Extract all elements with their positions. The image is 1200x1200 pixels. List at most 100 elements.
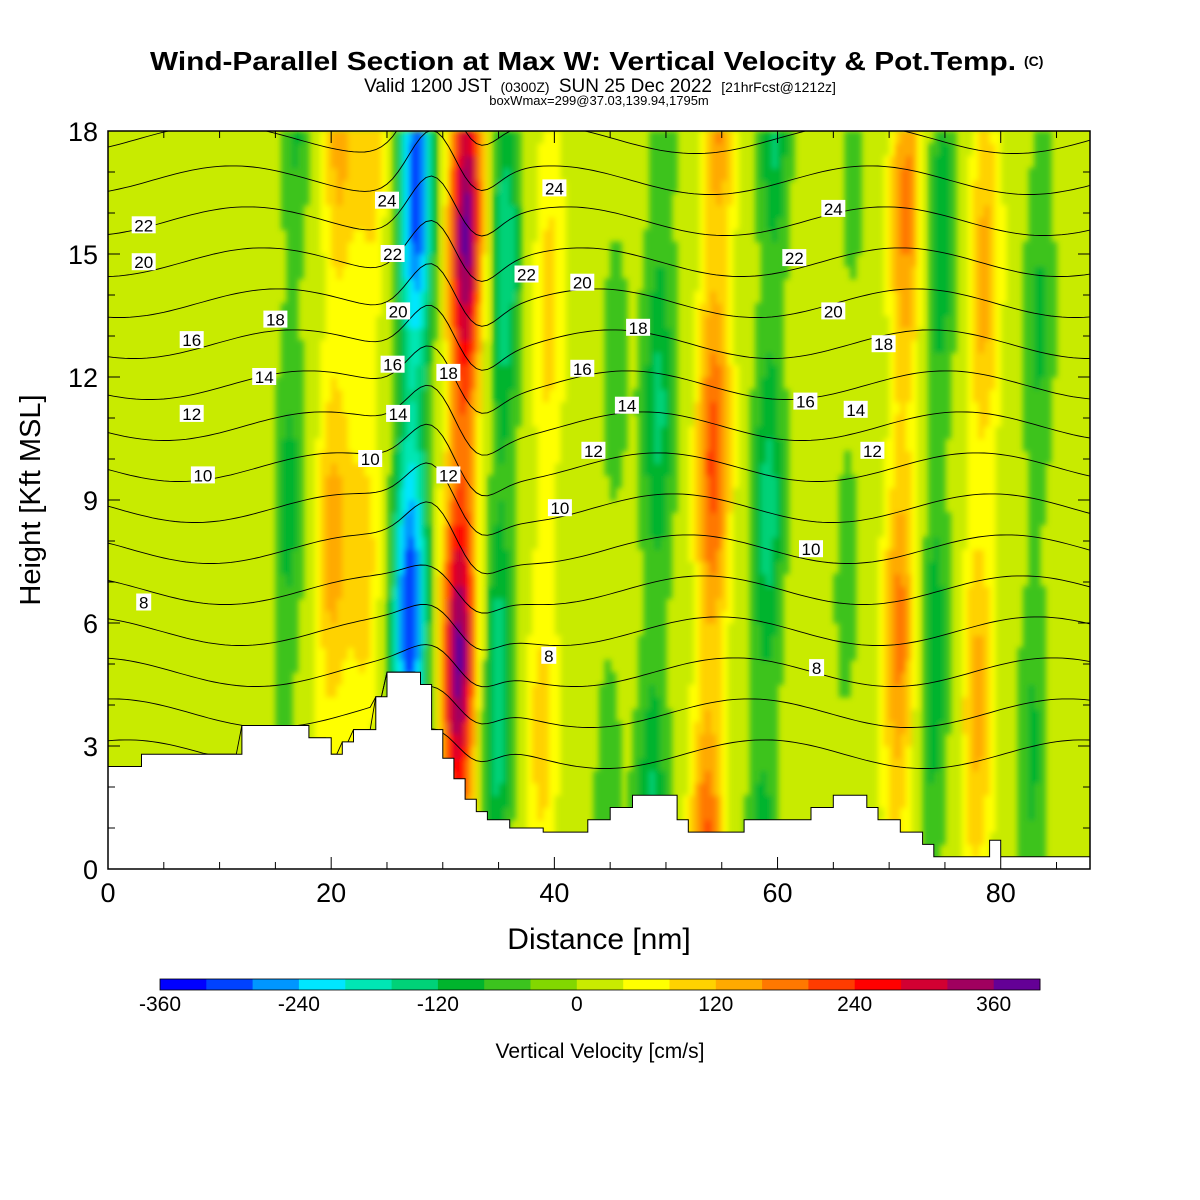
w-cell — [481, 278, 488, 292]
w-cell — [917, 204, 924, 218]
w-cell — [939, 303, 946, 317]
w-cell — [978, 229, 985, 243]
w-cell — [320, 389, 327, 403]
w-cell — [933, 598, 940, 612]
w-cell — [989, 290, 996, 304]
w-cell — [660, 278, 667, 292]
w-cell — [967, 254, 974, 267]
w-cell — [370, 438, 377, 452]
w-cell — [777, 438, 784, 452]
w-cell — [878, 598, 885, 612]
w-cell — [359, 340, 366, 353]
w-cell — [459, 426, 466, 440]
w-cell — [409, 647, 416, 661]
w-cell — [314, 463, 321, 476]
w-cell — [532, 352, 539, 366]
w-cell — [487, 684, 494, 698]
w-cell — [693, 290, 701, 304]
w-cell — [442, 487, 449, 501]
w-cell — [989, 500, 996, 513]
w-cell — [760, 217, 767, 230]
w-cell — [721, 204, 728, 218]
w-cell — [459, 352, 466, 366]
w-cell — [666, 217, 673, 230]
w-cell — [559, 217, 567, 230]
w-cell — [710, 204, 717, 218]
w-cell — [359, 315, 366, 329]
w-cell — [487, 500, 494, 513]
w-cell — [353, 450, 360, 464]
w-cell — [275, 684, 282, 698]
w-cell — [403, 254, 410, 267]
w-cell — [760, 746, 767, 759]
w-cell — [465, 721, 472, 735]
w-cell — [850, 192, 857, 206]
w-cell — [554, 696, 561, 710]
w-cell — [331, 696, 338, 710]
w-cell — [705, 512, 712, 526]
w-cell — [760, 278, 767, 292]
w-cell — [944, 352, 952, 366]
w-cell — [699, 377, 706, 390]
w-cell — [504, 389, 511, 403]
w-cell — [532, 819, 539, 833]
w-cell — [972, 536, 979, 550]
w-cell — [772, 610, 779, 624]
w-cell — [342, 167, 349, 181]
w-cell — [777, 254, 784, 267]
w-cell — [716, 524, 723, 538]
w-cell — [325, 647, 332, 661]
w-cell — [331, 684, 338, 698]
w-cell — [682, 795, 689, 809]
w-cell — [972, 290, 979, 304]
w-cell — [705, 340, 712, 353]
w-cell — [336, 131, 343, 144]
w-cell — [922, 561, 929, 575]
w-cell — [453, 303, 461, 317]
w-cell — [504, 278, 511, 292]
w-cell — [699, 167, 706, 181]
w-cell — [297, 131, 304, 144]
w-cell — [911, 340, 918, 353]
w-cell — [984, 340, 991, 353]
w-cell — [420, 364, 427, 378]
w-cell — [972, 598, 979, 612]
w-cell — [504, 758, 511, 772]
w-cell — [928, 573, 935, 587]
w-cell — [426, 155, 433, 169]
w-cell — [342, 241, 349, 255]
w-cell — [426, 266, 433, 280]
w-cell — [336, 536, 343, 550]
w-cell — [526, 659, 533, 673]
w-cell — [409, 217, 416, 230]
w-cell — [894, 512, 901, 526]
w-cell — [275, 438, 282, 452]
w-cell — [426, 229, 433, 243]
w-cell — [660, 635, 667, 649]
w-cell — [297, 512, 304, 526]
w-cell — [610, 758, 617, 772]
w-cell — [944, 290, 952, 304]
w-cell — [666, 377, 673, 390]
w-cell — [984, 598, 991, 612]
w-cell — [331, 340, 338, 353]
w-cell — [654, 401, 661, 415]
w-cell — [989, 450, 996, 464]
w-cell — [554, 352, 561, 366]
w-cell — [693, 598, 701, 612]
w-cell — [721, 782, 728, 796]
w-cell — [610, 721, 617, 735]
w-cell — [660, 327, 667, 341]
w-cell — [638, 733, 645, 747]
w-cell — [532, 795, 539, 809]
w-cell — [342, 401, 349, 415]
w-cell — [755, 586, 762, 599]
w-cell — [749, 549, 756, 563]
w-cell — [281, 167, 288, 181]
w-cell — [509, 549, 516, 563]
w-cell — [933, 438, 940, 452]
w-cell — [749, 512, 756, 526]
w-cell — [398, 524, 405, 538]
w-cell — [442, 143, 449, 157]
w-cell — [370, 500, 377, 513]
